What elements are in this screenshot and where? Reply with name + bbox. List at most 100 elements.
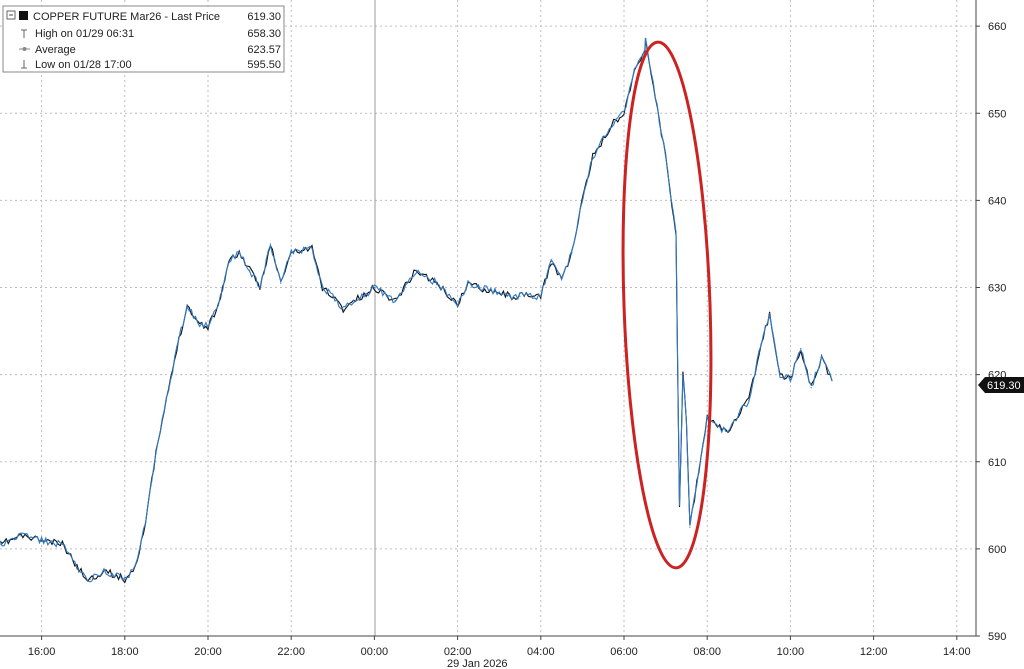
data-point (831, 380, 833, 382)
data-point (769, 313, 771, 315)
data-point (682, 374, 684, 376)
last-price-badge-shape (978, 377, 1024, 393)
data-point (789, 378, 792, 380)
legend-average-value: 623.57 (247, 44, 281, 56)
data-point (633, 69, 636, 71)
data-point (675, 234, 677, 236)
data-point (238, 252, 240, 254)
data-point (810, 387, 812, 389)
data-point (269, 243, 271, 245)
data-point (103, 570, 105, 572)
x-tick-label: 16:00 (28, 646, 56, 658)
data-point (748, 400, 750, 402)
data-point (311, 247, 313, 249)
data-point (89, 578, 91, 581)
legend-high-label: High on 01/29 06:31 (35, 28, 134, 40)
data-point (436, 282, 438, 284)
x-axis-date-label: 29 Jan 2026 (447, 658, 508, 669)
x-tick-label: 08:00 (693, 646, 721, 658)
data-point (363, 295, 365, 297)
data-point (0, 543, 1, 546)
legend-background (2, 5, 285, 73)
low-marker-icon (21, 60, 27, 69)
data-point (696, 482, 698, 485)
data-point (758, 352, 760, 354)
y-tick-label: 590 (988, 631, 1006, 643)
legend-average-label: Average (35, 44, 76, 56)
data-point (706, 417, 708, 419)
y-tick-label: 650 (988, 108, 1006, 120)
data-point (457, 304, 459, 306)
series-line-blue (0, 37, 833, 583)
data-point (290, 252, 292, 254)
x-tick-label: 12:00 (860, 646, 888, 658)
x-tick-label: 20:00 (194, 646, 222, 658)
last-price-badge: 619.30 (978, 377, 1024, 393)
x-tick-label: 06:00 (610, 646, 638, 658)
data-point (571, 252, 573, 254)
data-point (176, 347, 178, 350)
price-series (0, 37, 833, 584)
data-point (228, 260, 230, 262)
data-point (415, 269, 417, 271)
data-point (82, 574, 84, 576)
legend-high-value: 658.30 (247, 28, 281, 40)
data-point (602, 138, 604, 140)
data-point (61, 543, 64, 546)
data-point (550, 260, 552, 262)
legend-low-value: 595.50 (247, 59, 281, 71)
legend-low-label: Low on 01/28 17:00 (35, 59, 132, 71)
data-point (665, 156, 667, 158)
data-point (353, 300, 355, 302)
x-tick-label: 10:00 (777, 646, 805, 658)
data-point (134, 565, 136, 567)
data-point (217, 304, 219, 306)
data-point (737, 413, 740, 415)
y-tick-label: 660 (988, 21, 1006, 33)
legend-series-value: 619.30 (247, 11, 281, 23)
data-point (689, 526, 691, 528)
y-tick-label: 600 (988, 544, 1006, 556)
data-point (332, 295, 334, 297)
data-point (197, 321, 199, 323)
x-tick-label: 04:00 (527, 646, 555, 658)
data-point (124, 578, 126, 581)
black-square-icon (19, 11, 28, 20)
data-point (249, 269, 251, 271)
data-point (561, 278, 563, 280)
data-point (654, 95, 656, 97)
data-point (280, 282, 282, 284)
last-price-badge-text: 619.30 (987, 380, 1021, 392)
data-point (644, 40, 647, 42)
data-point (509, 295, 511, 297)
data-point (821, 356, 823, 358)
high-marker-icon (21, 29, 27, 38)
x-tick-label: 14:00 (943, 646, 971, 658)
legend-series-label: COPPER FUTURE Mar26 - Last Price (33, 11, 220, 23)
data-point (321, 286, 323, 289)
data-point (207, 326, 209, 328)
data-point (678, 504, 681, 506)
x-tick-label: 00:00 (361, 646, 389, 658)
data-point (145, 522, 147, 524)
data-point (685, 417, 688, 419)
data-point (373, 286, 375, 289)
average-marker-icon (19, 47, 30, 51)
selloff-highlight-ellipse (621, 40, 713, 570)
x-tick-label: 02:00 (444, 646, 472, 658)
data-point (342, 308, 344, 310)
data-point (186, 304, 188, 306)
data-point (394, 300, 396, 302)
data-point (259, 286, 261, 289)
y-tick-label: 630 (988, 283, 1006, 295)
data-point (623, 112, 625, 114)
data-point (20, 535, 22, 537)
data-point (717, 426, 719, 428)
data-point (498, 291, 500, 293)
data-point (581, 199, 584, 201)
y-tick-label: 610 (988, 457, 1006, 469)
data-point (540, 295, 542, 297)
data-point (779, 374, 781, 376)
